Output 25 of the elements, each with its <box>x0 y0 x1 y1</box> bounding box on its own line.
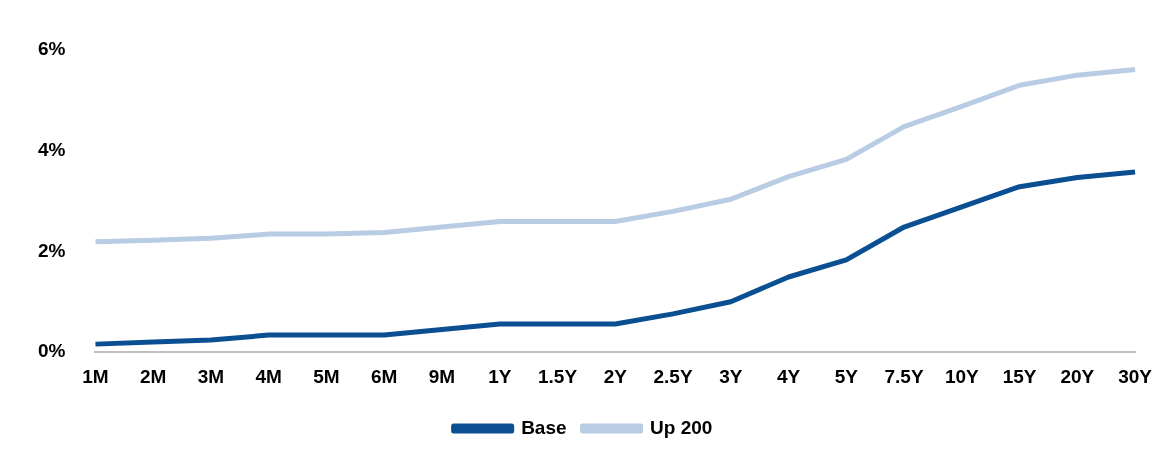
x-tick-label: 3Y <box>719 365 743 387</box>
x-tick-label: 20Y <box>1060 365 1095 387</box>
y-tick-label: 6% <box>37 37 66 59</box>
x-tick-label: 5M <box>313 365 340 387</box>
x-tick-label: 9M <box>428 365 456 387</box>
x-tick-label: 1.5Y <box>537 365 578 387</box>
x-tick-label: 2M <box>140 365 167 387</box>
x-tick-label: 2Y <box>603 365 628 387</box>
x-tick-label: 6M <box>371 365 398 387</box>
legend-label: Base <box>521 416 567 438</box>
x-tick-label: 30Y <box>1118 365 1153 387</box>
y-tick-label: 4% <box>37 138 66 160</box>
x-tick-label: 4M <box>255 365 282 387</box>
x-tick-label: 10Y <box>944 365 980 387</box>
legend-label: Up 200 <box>650 416 713 438</box>
x-tick-label: 1M <box>82 365 109 387</box>
x-tick-label: 1Y <box>488 365 512 387</box>
y-tick-label: 2% <box>37 239 66 261</box>
x-tick-label: 2.5Y <box>653 365 693 387</box>
x-tick-label: 3M <box>197 365 225 387</box>
x-tick-label: 5Y <box>834 365 859 387</box>
y-tick-label: 0% <box>37 340 66 362</box>
x-tick-label: 15Y <box>1002 365 1037 387</box>
x-tick-label: 7.5Y <box>884 365 924 387</box>
x-tick-label: 4Y <box>776 365 801 387</box>
